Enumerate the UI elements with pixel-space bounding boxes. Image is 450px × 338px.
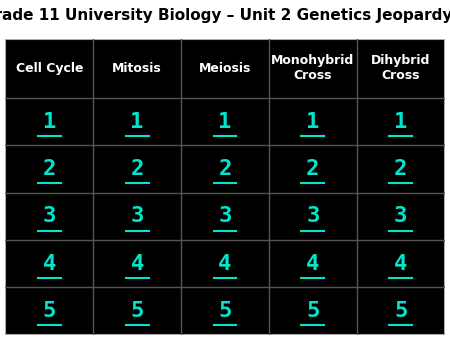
Text: 1: 1 xyxy=(218,112,232,132)
Text: 4: 4 xyxy=(130,254,144,274)
Text: 2: 2 xyxy=(43,159,56,179)
Text: 3: 3 xyxy=(218,206,232,226)
Text: 2: 2 xyxy=(218,159,232,179)
Text: 2: 2 xyxy=(130,159,144,179)
Text: 4: 4 xyxy=(306,254,319,274)
Text: 3: 3 xyxy=(43,206,56,226)
Text: 5: 5 xyxy=(218,301,232,321)
Text: 1: 1 xyxy=(130,112,144,132)
Text: 1: 1 xyxy=(394,112,407,132)
Text: 4: 4 xyxy=(218,254,232,274)
Text: 1: 1 xyxy=(306,112,319,132)
Text: 4: 4 xyxy=(43,254,56,274)
Text: 3: 3 xyxy=(394,206,407,226)
Text: 5: 5 xyxy=(306,301,319,321)
Text: Monohybrid
Cross: Monohybrid Cross xyxy=(271,54,355,82)
Text: 3: 3 xyxy=(306,206,319,226)
Text: Mitosis: Mitosis xyxy=(112,62,162,75)
Text: 5: 5 xyxy=(43,301,56,321)
Text: 5: 5 xyxy=(130,301,144,321)
Text: 1: 1 xyxy=(43,112,56,132)
Text: Cell Cycle: Cell Cycle xyxy=(16,62,83,75)
Text: Meiosis: Meiosis xyxy=(199,62,251,75)
Text: 5: 5 xyxy=(394,301,407,321)
Text: 3: 3 xyxy=(130,206,144,226)
Text: 4: 4 xyxy=(394,254,407,274)
Text: 2: 2 xyxy=(306,159,319,179)
Text: 2: 2 xyxy=(394,159,407,179)
Text: Grade 11 University Biology – Unit 2 Genetics Jeopardy 1: Grade 11 University Biology – Unit 2 Gen… xyxy=(0,8,450,23)
Text: Dihybrid
Cross: Dihybrid Cross xyxy=(371,54,430,82)
